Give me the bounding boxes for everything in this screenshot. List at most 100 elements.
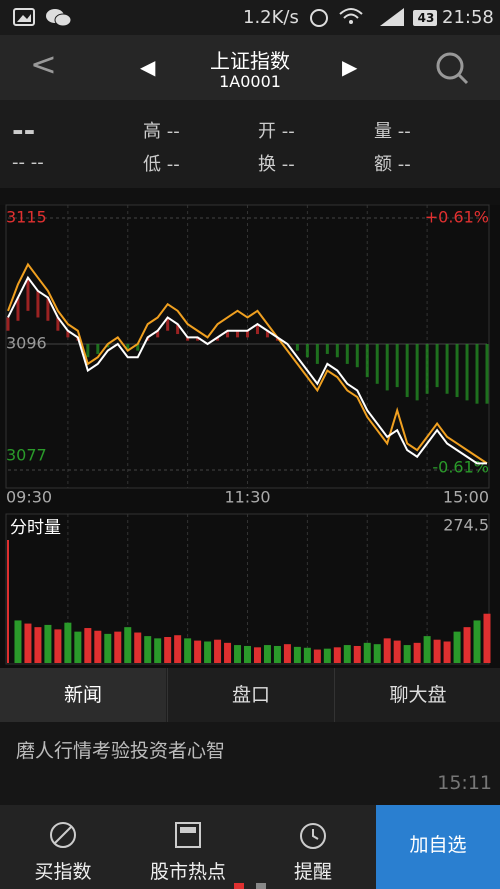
volume-bar [473, 620, 481, 663]
price-line [7, 275, 487, 465]
nav-item[interactable]: 股市热点 [149, 861, 226, 883]
volume-bar [423, 636, 431, 663]
diff-bar [226, 330, 230, 338]
search-button[interactable] [432, 49, 472, 89]
volume-bar [463, 627, 471, 663]
diff-bar [305, 344, 309, 358]
x-tick-label: 11:30 [224, 488, 270, 507]
diff-bar [455, 344, 459, 398]
y-tick-label: 3096 [6, 334, 47, 353]
diff-bar [355, 344, 359, 368]
volume-bar [104, 633, 112, 663]
diff-bar [16, 297, 20, 321]
diff-bar [236, 330, 240, 338]
diff-bar [255, 324, 259, 335]
price-line [7, 262, 488, 465]
amount: 额 -- [374, 154, 411, 175]
volume-bar [7, 540, 9, 663]
volume-bar [413, 642, 421, 663]
volume-bar [154, 638, 162, 663]
volume-bar [453, 631, 461, 663]
open: 开 -- [258, 121, 295, 142]
volume-bar [253, 647, 261, 663]
volume-bar [174, 635, 182, 663]
volume-bar [74, 631, 82, 663]
volume-bar [343, 645, 351, 663]
diff-bar [315, 344, 319, 364]
nav-icons [50, 805, 500, 889]
volume-bar [323, 648, 331, 663]
high: 高 -- [143, 121, 180, 142]
volume-bar [44, 624, 52, 663]
prev-button[interactable]: ◀ [140, 55, 156, 79]
status-bar: 1.2K/s 43 21:58 [0, 0, 500, 35]
diff-bar [126, 344, 130, 351]
y-tick-label: 274.5 [443, 516, 489, 535]
header-title: 上证指数 [210, 49, 290, 73]
diff-bar [335, 344, 339, 358]
diff-bar [196, 337, 200, 341]
volume-bar [303, 647, 311, 663]
diff-bar [66, 330, 70, 338]
diff-bar [176, 324, 180, 335]
y2-tick-label: -0.61% [432, 458, 489, 477]
header: < ◀ 上证指数 1A0001 ▶ [0, 35, 500, 100]
volume-bar [273, 645, 281, 663]
nav-item[interactable]: 加自选 [409, 834, 467, 856]
diff-bar [36, 290, 40, 318]
battery-level: 43 [417, 11, 435, 25]
quote-panel: -- -- -- 高 -- 低 -- 开 -- 换 -- 量 -- 额 -- [0, 100, 500, 188]
volume-bar [353, 645, 361, 663]
diff-bar [86, 344, 90, 358]
volume-title: 分时量 [10, 518, 61, 538]
volume-bar [64, 622, 72, 663]
volume-bar [293, 646, 301, 663]
turnover: 换 -- [258, 154, 295, 175]
volume-bar [443, 641, 451, 663]
diff-bar [96, 344, 100, 354]
diff-bar [375, 344, 379, 384]
volume-bar [234, 645, 242, 663]
tab[interactable]: 聊大盘 [334, 668, 500, 722]
volume-bar [224, 642, 232, 663]
status-icons [13, 8, 437, 27]
volume-bar [214, 639, 222, 663]
volume-bar [373, 644, 381, 663]
volume-bar [164, 637, 172, 663]
diff-bar [136, 344, 140, 351]
back-button[interactable]: < [30, 45, 57, 83]
diff-bar [425, 344, 429, 394]
next-button[interactable]: ▶ [342, 55, 358, 79]
volume-bar [244, 645, 251, 663]
volume-bar [313, 649, 321, 663]
x-tick-label: 09:30 [6, 488, 52, 507]
diff-bar [186, 337, 190, 341]
tab[interactable]: 新闻 [0, 668, 166, 722]
diff-bar [46, 297, 50, 321]
volume-bar [144, 636, 152, 663]
diff-bar [265, 330, 269, 338]
volume-bar [94, 630, 102, 663]
volume-bar [204, 641, 212, 663]
news-headline: 磨人行情考验投资者心智 [16, 740, 226, 762]
volume-bar [283, 644, 291, 663]
news-item[interactable]: 磨人行情考验投资者心智 15:11 [0, 722, 500, 805]
volume-bar [393, 640, 401, 663]
nav-item[interactable]: 提醒 [293, 861, 332, 883]
volume-bar [34, 627, 42, 663]
diff-bar [246, 330, 249, 338]
diff-bar [385, 344, 389, 391]
diff-bar [325, 344, 329, 354]
tab[interactable]: 盘口 [167, 668, 334, 722]
diff-bar [445, 344, 449, 394]
volume-bar [383, 638, 391, 663]
volume-bar [134, 632, 142, 663]
volume-bar [184, 638, 192, 663]
clock: 21:58 [442, 7, 494, 28]
nav-item[interactable]: 买指数 [34, 861, 92, 883]
diff-bar [365, 344, 369, 378]
y-tick-label: 3077 [6, 446, 47, 465]
diff-bar [156, 330, 160, 338]
diff-bar [345, 344, 349, 364]
